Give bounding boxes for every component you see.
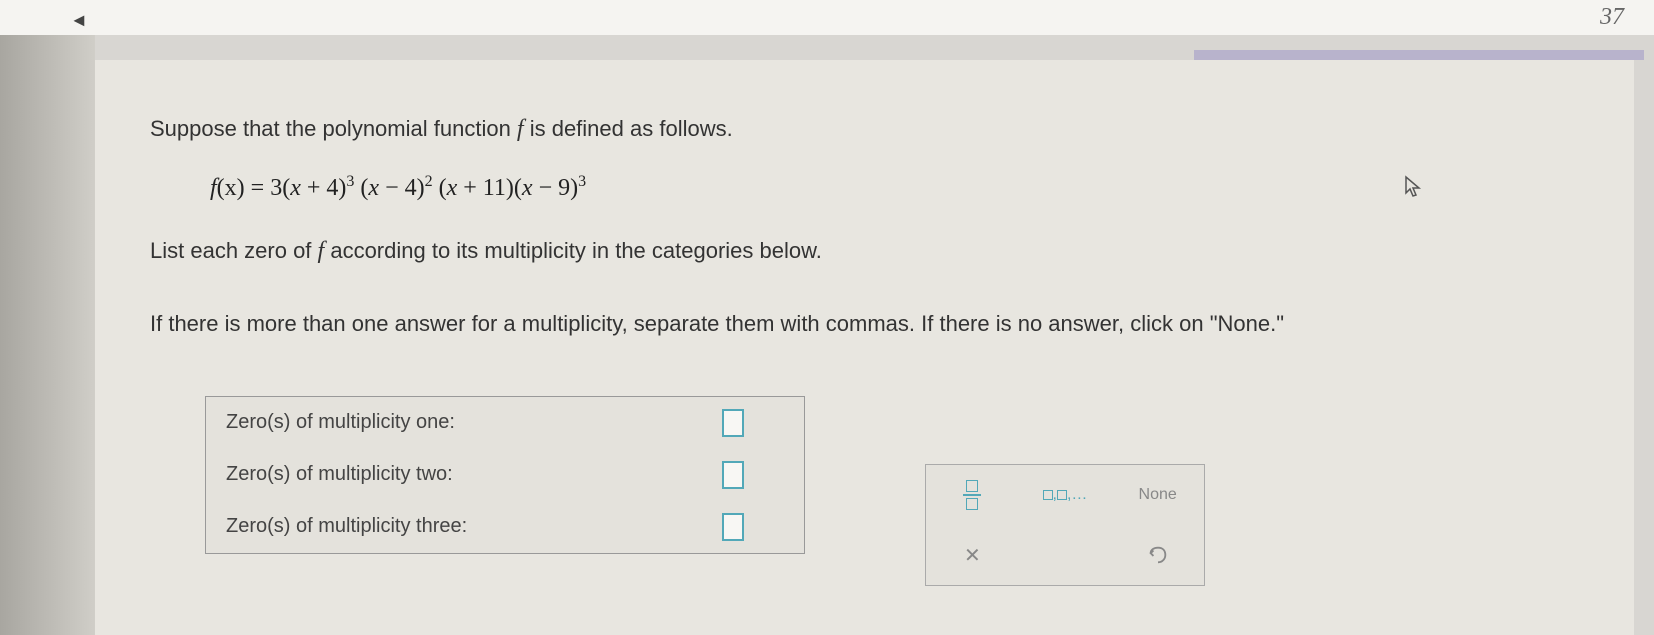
answer-row-three: Zero(s) of multiplicity three: bbox=[206, 501, 804, 553]
multiplicity-three-label: Zero(s) of multiplicity three: bbox=[226, 515, 722, 538]
instruction-1: List each zero of f according to its mul… bbox=[150, 232, 1579, 270]
multiplicity-two-input[interactable] bbox=[722, 461, 744, 489]
none-tool-button[interactable]: None bbox=[1128, 475, 1188, 515]
toolbox: ,,… None ✕ bbox=[925, 464, 1205, 586]
progress-bar bbox=[1194, 50, 1644, 60]
answer-row-two: Zero(s) of multiplicity two: bbox=[206, 449, 804, 501]
multiplicity-two-label: Zero(s) of multiplicity two: bbox=[226, 463, 722, 486]
clear-tool-icon[interactable]: ✕ bbox=[942, 535, 1002, 575]
question-intro: Suppose that the polynomial function f i… bbox=[150, 110, 1579, 148]
cursor-icon bbox=[1404, 175, 1424, 205]
back-arrow-icon[interactable]: ◄ bbox=[70, 10, 88, 31]
content-area: Suppose that the polynomial function f i… bbox=[95, 60, 1634, 635]
answer-box: Zero(s) of multiplicity one: Zero(s) of … bbox=[205, 396, 805, 554]
multiplicity-three-input[interactable] bbox=[722, 513, 744, 541]
toolbox-row-2: ✕ bbox=[926, 525, 1204, 585]
formula: f(x) = 3(x + 4)3 (x − 4)2 (x + 11)(x − 9… bbox=[210, 173, 1579, 202]
instruction-2: If there is more than one answer for a m… bbox=[150, 306, 1579, 341]
fraction-tool-icon[interactable] bbox=[942, 475, 1002, 515]
toolbox-row-1: ,,… None bbox=[926, 465, 1204, 525]
spacer bbox=[1035, 535, 1095, 575]
page-number: 37 bbox=[1600, 4, 1624, 31]
left-shadow bbox=[0, 0, 95, 635]
undo-tool-icon[interactable] bbox=[1128, 535, 1188, 575]
answer-row-one: Zero(s) of multiplicity one: bbox=[206, 397, 804, 449]
multiplicity-one-label: Zero(s) of multiplicity one: bbox=[226, 411, 722, 434]
top-bar: ◄ 37 bbox=[0, 0, 1654, 35]
multiplicity-one-input[interactable] bbox=[722, 409, 744, 437]
list-tool-icon[interactable]: ,,… bbox=[1035, 475, 1095, 515]
